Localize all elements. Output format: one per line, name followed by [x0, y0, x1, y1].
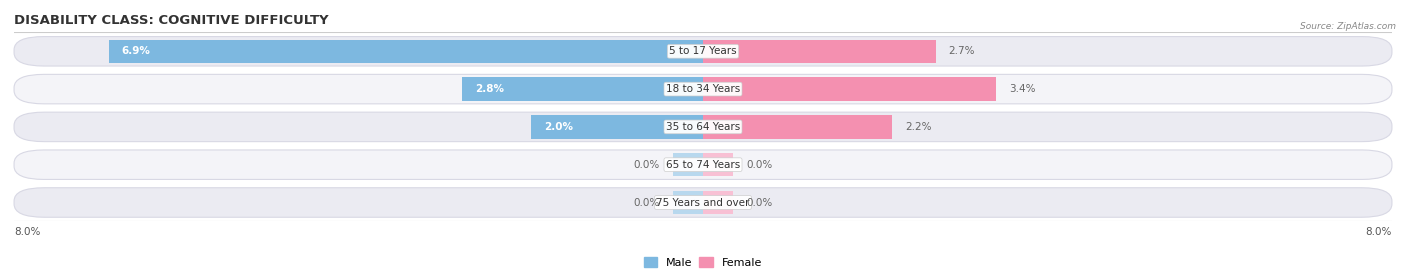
Text: 8.0%: 8.0%	[1365, 227, 1392, 237]
Text: DISABILITY CLASS: COGNITIVE DIFFICULTY: DISABILITY CLASS: COGNITIVE DIFFICULTY	[14, 14, 329, 27]
Text: 2.2%: 2.2%	[905, 122, 932, 132]
Bar	[531, 115, 703, 139]
Text: Source: ZipAtlas.com: Source: ZipAtlas.com	[1301, 22, 1396, 31]
Text: 5 to 17 Years: 5 to 17 Years	[669, 46, 737, 56]
Text: 0.0%: 0.0%	[634, 197, 659, 208]
FancyBboxPatch shape	[14, 36, 1392, 66]
Text: 18 to 34 Years: 18 to 34 Years	[666, 84, 740, 94]
Text: 0.0%: 0.0%	[747, 160, 772, 170]
Text: 3.4%: 3.4%	[1008, 84, 1035, 94]
Text: 2.7%: 2.7%	[949, 46, 974, 56]
Bar	[461, 77, 703, 101]
Text: 65 to 74 Years: 65 to 74 Years	[666, 160, 740, 170]
FancyBboxPatch shape	[14, 188, 1392, 217]
FancyBboxPatch shape	[14, 112, 1392, 142]
Text: 6.9%: 6.9%	[122, 46, 150, 56]
Text: 2.8%: 2.8%	[475, 84, 503, 94]
Bar	[108, 40, 703, 63]
Bar	[673, 191, 703, 214]
Bar	[703, 40, 935, 63]
Text: 0.0%: 0.0%	[634, 160, 659, 170]
Text: 35 to 64 Years: 35 to 64 Years	[666, 122, 740, 132]
FancyBboxPatch shape	[14, 74, 1392, 104]
Bar	[703, 191, 733, 214]
Text: 8.0%: 8.0%	[14, 227, 41, 237]
Bar	[703, 153, 733, 176]
Legend: Male, Female: Male, Female	[640, 253, 766, 270]
Text: 2.0%: 2.0%	[544, 122, 572, 132]
Text: 75 Years and over: 75 Years and over	[657, 197, 749, 208]
FancyBboxPatch shape	[14, 150, 1392, 180]
Bar	[673, 153, 703, 176]
Bar	[703, 77, 995, 101]
Bar	[703, 115, 893, 139]
Text: 0.0%: 0.0%	[747, 197, 772, 208]
